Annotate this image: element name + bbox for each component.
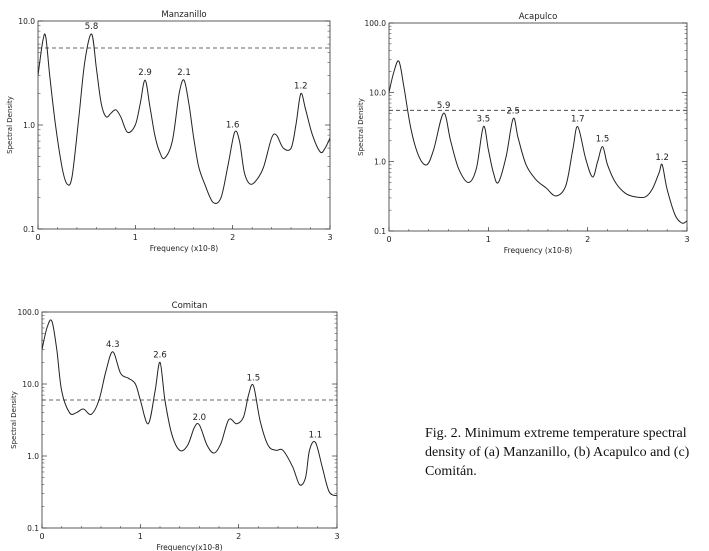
chart-panel-1: 0 1 2 3 0.1 1.0 10.0 5.8 2.9 2.1 1.6 1.2 Manzanillo F… xyxy=(6,10,333,253)
chart-panel-3: 0 1 2 3 0.1 1.0 10.0 100.0 4.3 2.6 2.0 1.5 1.1 Comita… xyxy=(10,301,340,551)
chart-title: Manzanillo xyxy=(161,10,206,20)
x-tick-label: 3 xyxy=(334,532,339,541)
x-tick-label: 0 xyxy=(35,233,40,242)
x-tick-label: 1 xyxy=(486,235,491,244)
peak-label: 1.7 xyxy=(571,115,585,125)
peak-label: 2.9 xyxy=(138,68,152,78)
x-tick-label: 3 xyxy=(684,235,689,244)
y-axis-label: Spectral Density xyxy=(10,391,18,449)
plot-frame xyxy=(388,22,688,232)
figure-caption: Fig. 2. Minimum extreme temperature spec… xyxy=(425,426,690,479)
peak-label: 5.9 xyxy=(437,101,451,111)
x-tick-label: 2 xyxy=(236,532,241,541)
y-tick-label: 10.0 xyxy=(369,88,386,97)
x-tick-label: 0 xyxy=(386,235,391,244)
y-tick-label: 10.0 xyxy=(22,380,39,389)
peak-label: 1.5 xyxy=(247,374,261,384)
peak-label: 5.8 xyxy=(85,22,99,32)
peak-label: 1.2 xyxy=(655,153,669,163)
y-tick-label: 0.1 xyxy=(27,524,39,533)
y-tick-label: 100.0 xyxy=(18,308,40,317)
chart-title: Comitan xyxy=(172,301,208,311)
y-axis-label: Spectral Density xyxy=(357,98,365,156)
y-tick-label: 1.0 xyxy=(27,452,39,461)
x-tick-label: 2 xyxy=(585,235,590,244)
x-axis-label: Frequency (x10-8) xyxy=(150,244,219,253)
y-tick-label: 1.0 xyxy=(374,158,386,167)
peak-label: 1.6 xyxy=(226,120,240,130)
spectral-density-line xyxy=(42,319,337,497)
y-tick-label: 0.1 xyxy=(374,227,386,236)
peak-label: 2.5 xyxy=(506,106,520,116)
peak-label: 2.0 xyxy=(193,413,207,423)
peak-label: 1.5 xyxy=(596,135,610,145)
peak-label: 3.5 xyxy=(477,115,491,125)
x-axis-label: Frequency(x10-8) xyxy=(156,543,222,551)
y-tick-label: 0.1 xyxy=(23,225,35,234)
x-tick-label: 0 xyxy=(39,532,44,541)
peak-label: 4.3 xyxy=(106,340,120,350)
peak-label: 2.6 xyxy=(153,350,167,360)
x-tick-label: 3 xyxy=(327,233,332,242)
peak-label: 1.1 xyxy=(309,430,323,440)
peak-label: 2.1 xyxy=(177,68,191,78)
spectral-density-line xyxy=(38,33,330,204)
x-tick-label: 2 xyxy=(230,233,235,242)
y-axis-label: Spectral Density xyxy=(6,96,14,154)
plot-frame xyxy=(41,311,338,529)
spectral-density-line xyxy=(389,60,687,224)
y-tick-label: 1.0 xyxy=(23,121,35,130)
y-tick-label: 10.0 xyxy=(18,17,35,26)
chart-title: Acapulco xyxy=(519,12,558,22)
x-tick-label: 1 xyxy=(138,532,143,541)
plot-frame xyxy=(37,20,331,230)
chart-panel-2: 0 1 2 3 0.1 1.0 10.0 100.0 5.9 3.5 2.5 1.7 1.5 1.2 Aca… xyxy=(357,12,690,255)
x-tick-label: 1 xyxy=(133,233,138,242)
y-tick-label: 100.0 xyxy=(365,19,387,28)
x-axis-label: Frequency (x10-8) xyxy=(504,246,573,255)
peak-label: 1.2 xyxy=(294,82,308,92)
